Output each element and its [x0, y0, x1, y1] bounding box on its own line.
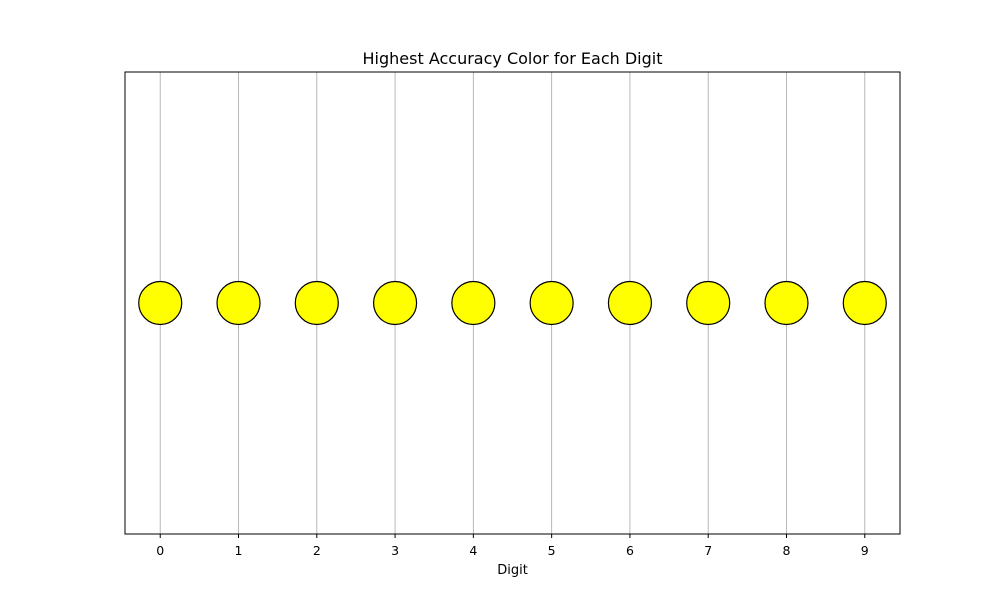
chart-title: Highest Accuracy Color for Each Digit [363, 49, 663, 68]
data-point-digit-5 [529, 280, 574, 326]
x-tick-label-6: 6 [626, 543, 634, 558]
data-point-digit-8 [764, 280, 809, 326]
x-tick-label-8: 8 [783, 543, 791, 558]
x-axis-label: Digit [497, 563, 528, 578]
x-axis-ticks: 0 1 2 3 4 5 6 7 8 9 [156, 534, 869, 558]
x-tick-label-7: 7 [704, 543, 712, 558]
plot-area-frame [124, 71, 901, 535]
x-tick-label-5: 5 [548, 543, 556, 558]
data-point-digit-7 [686, 280, 731, 326]
x-tick-label-4: 4 [469, 543, 477, 558]
x-tick-label-3: 3 [391, 543, 399, 558]
data-point-digit-1 [216, 280, 261, 326]
data-points [138, 280, 887, 326]
data-point-digit-3 [372, 280, 418, 326]
x-tick-label-0: 0 [156, 543, 164, 558]
data-point-digit-2 [294, 280, 339, 326]
data-point-digit-9 [842, 280, 887, 326]
x-tick-label-1: 1 [235, 543, 243, 558]
x-tick-label-9: 9 [861, 543, 869, 558]
data-point-digit-0 [138, 280, 183, 326]
grid-lines [159, 72, 866, 534]
data-point-digit-4 [451, 280, 496, 326]
x-tick-label-2: 2 [313, 543, 321, 558]
data-point-digit-6 [607, 280, 653, 326]
